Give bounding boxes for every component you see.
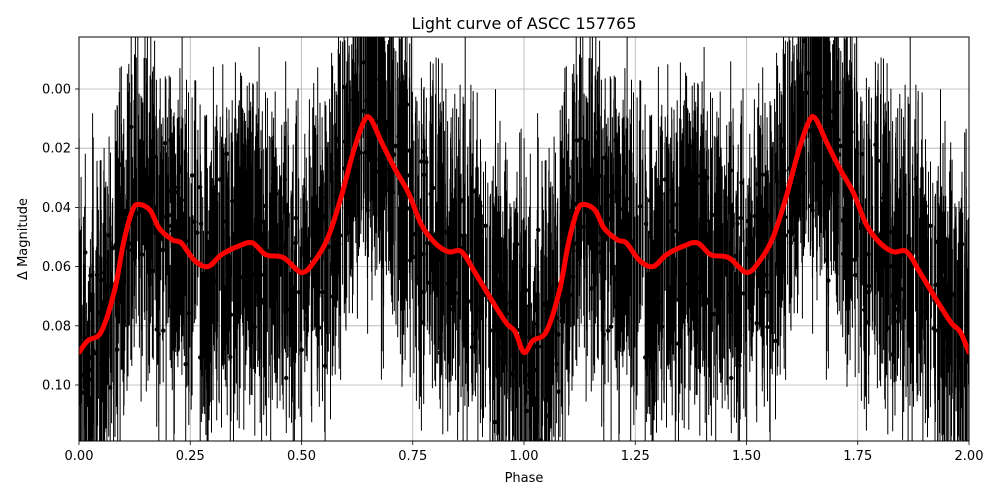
x-tick-label: 0.50 xyxy=(287,449,316,464)
data-points xyxy=(79,38,969,441)
x-tick-label: 0.00 xyxy=(65,449,94,464)
chart-title: Light curve of ASCC 157765 xyxy=(411,14,636,33)
x-tick-label: 0.25 xyxy=(176,449,205,464)
y-tick-label: 0.02 xyxy=(42,142,71,157)
y-tick-label: 0.04 xyxy=(42,201,71,216)
y-tick-label: 0.06 xyxy=(42,260,71,275)
x-tick-label: 0.75 xyxy=(398,449,427,464)
y-tick-label: 0.00 xyxy=(42,83,71,98)
x-tick-label: 1.75 xyxy=(843,449,872,464)
x-tick-label: 1.50 xyxy=(732,449,761,464)
x-tick-label: 1.00 xyxy=(510,449,539,464)
x-tick-label: 1.25 xyxy=(621,449,650,464)
y-axis-ticks: 0.00 0.02 0.04 0.06 0.08 0.10 xyxy=(42,83,79,394)
x-axis-ticks: 0.00 0.25 0.50 0.75 1.00 1.25 1.50 1.75 2.00 xyxy=(65,441,984,464)
x-axis-label: Phase xyxy=(505,471,544,486)
y-tick-label: 0.10 xyxy=(42,379,71,394)
y-tick-label: 0.08 xyxy=(42,319,71,334)
y-axis-label: Δ Magnitude xyxy=(16,198,31,280)
model-curve xyxy=(79,113,969,355)
x-tick-label: 2.00 xyxy=(955,449,984,464)
